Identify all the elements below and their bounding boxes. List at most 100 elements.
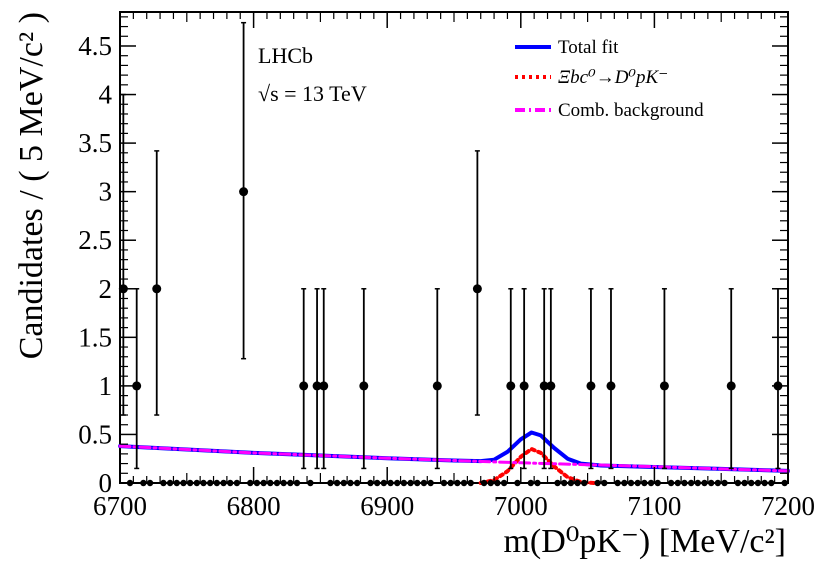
data-point (132, 381, 142, 391)
data-point-zero (353, 479, 361, 487)
data-point-zero (200, 479, 207, 487)
data-point-zero (500, 479, 508, 487)
data-point-zero (233, 479, 241, 487)
data-point-zero (166, 479, 174, 487)
x-tick-label: 7200 (761, 491, 815, 521)
data-point-zero (574, 479, 581, 487)
data-point-zero (340, 479, 347, 487)
x-axis-label: m(D⁰pK⁻) [MeV/c²] (503, 523, 786, 560)
data-point (586, 381, 596, 391)
data-point-zero (614, 479, 621, 487)
data-point-zero (414, 479, 421, 487)
data-point-zero (447, 479, 454, 487)
data-point-zero (754, 479, 762, 487)
legend-label-total: Total fit (558, 37, 619, 58)
data-point-zero (293, 479, 301, 487)
data-point (239, 187, 249, 197)
data-point-zero (581, 479, 588, 487)
data-point-zero (394, 479, 401, 487)
y-tick-label: 1.5 (78, 322, 112, 352)
data-point-zero (707, 479, 715, 487)
y-tick-label: 3 (99, 177, 113, 207)
data-point-zero (253, 479, 261, 487)
legend: Total fit Ξbc⁰→D⁰pK⁻ Comb. background (515, 37, 704, 121)
data-point-zero (260, 479, 267, 487)
data-point-zero (621, 479, 628, 487)
data-point-zero (427, 479, 434, 487)
data-point-zero (420, 479, 428, 487)
x-tick-label: 6700 (93, 491, 147, 521)
data-point-zero (327, 479, 334, 487)
data-point-zero (247, 479, 254, 487)
data-point-zero (480, 479, 488, 487)
data-point-zero (734, 479, 742, 487)
y-tick-label: 3.5 (78, 128, 112, 158)
data-point-zero (186, 479, 194, 487)
x-tick-label: 7100 (627, 491, 681, 521)
data-point-zero (748, 479, 755, 487)
data-point-zero (527, 479, 535, 487)
data-point-zero (761, 479, 768, 487)
data-point-zero (400, 479, 408, 487)
data-point-zero (634, 479, 641, 487)
data-point (359, 381, 369, 391)
y-tick-label: 4 (99, 80, 113, 110)
y-tick-label: 0 (99, 468, 113, 498)
data-point-zero (494, 479, 501, 487)
data-point-zero (367, 479, 374, 487)
data-point-zero (641, 479, 648, 487)
data-point-zero (347, 479, 354, 487)
data-point-zero (687, 479, 695, 487)
data-point-zero (460, 479, 468, 487)
data-point-zero (768, 479, 775, 487)
data-point-zero (467, 479, 474, 487)
plot-frame (119, 11, 789, 484)
y-tick-label: 4.5 (78, 31, 112, 61)
data-point (519, 381, 529, 391)
data-point-zero (193, 479, 201, 487)
data-point-zero (601, 479, 608, 487)
y-axis-label: Candidates / ( 5 MeV/c² ) (13, 12, 50, 359)
legend-label-background: Comb. background (558, 100, 704, 121)
data-point (659, 381, 669, 391)
data-point-zero (647, 479, 655, 487)
x-tick-label: 7000 (494, 491, 548, 521)
data-point-zero (387, 479, 394, 487)
y-tick-label: 0.5 (78, 419, 112, 449)
data-point-zero (681, 479, 688, 487)
data-point-zero (160, 479, 167, 487)
fit-curve-comb-background (118, 444, 790, 473)
data-point-zero (701, 479, 708, 487)
data-point-zero (287, 479, 294, 487)
data-point (539, 381, 549, 391)
data-point-zero (514, 479, 521, 487)
data-point (319, 381, 329, 391)
data-point-zero (173, 479, 180, 487)
data-point-zero (554, 479, 561, 487)
data-point-zero (280, 479, 287, 487)
data-point-zero (567, 479, 575, 487)
data-point-zero (140, 479, 147, 487)
energy-label: √s = 13 TeV (258, 81, 367, 106)
data-point-zero (213, 479, 221, 487)
data-point (606, 381, 616, 391)
data-point (726, 381, 736, 391)
fit-curve--bc-d-pk- (478, 447, 597, 485)
x-tick-label: 6800 (227, 491, 281, 521)
y-tick-label: 2.5 (78, 225, 112, 255)
data-point-zero (206, 479, 214, 487)
data-point-zero (487, 479, 494, 487)
data-point (546, 381, 556, 391)
data-point-zero (407, 479, 414, 487)
data-point-zero (220, 479, 227, 487)
data-point (299, 381, 309, 391)
data-point-zero (534, 479, 541, 487)
data-point-zero (667, 479, 675, 487)
data-point (312, 381, 322, 391)
data-point-zero (741, 479, 748, 487)
data-point (152, 284, 162, 294)
data-point-zero (594, 479, 601, 487)
axis-ticks: 6700 6800 6900 7000 7100 7200 0 0.5 1 1.5 2 2.5 3 3.5… (78, 12, 815, 521)
data-point-zero (267, 479, 274, 487)
